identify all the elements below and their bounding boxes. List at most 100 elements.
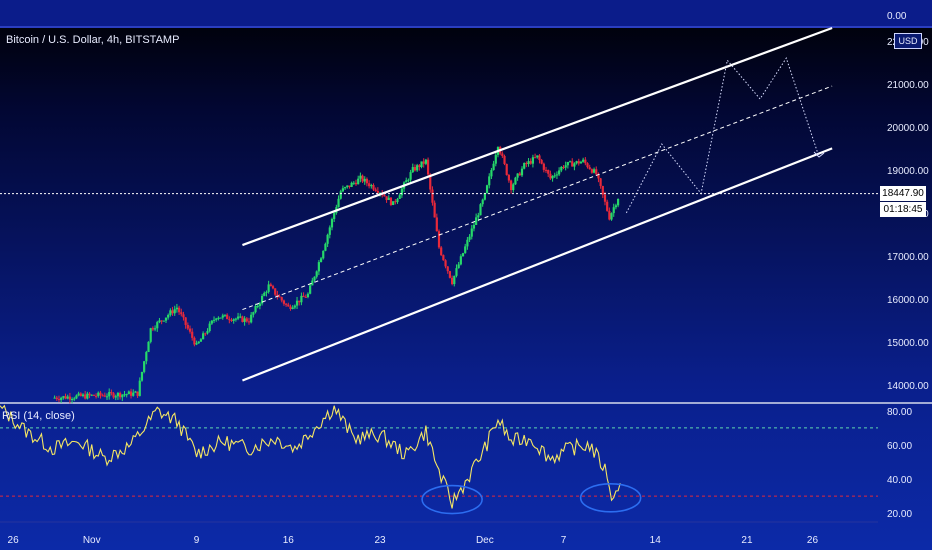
candle-body [191, 331, 194, 338]
candle-body [494, 154, 497, 164]
candle-body [405, 180, 408, 183]
candle-body [204, 333, 207, 335]
candle-body [350, 182, 353, 187]
candle-body [472, 224, 476, 229]
candle-body [206, 331, 209, 334]
candle-body [453, 275, 456, 285]
price-tick-label: 19000.00 [887, 166, 929, 177]
candle-body [468, 236, 471, 240]
candle-body [119, 392, 122, 398]
candle-body [306, 293, 310, 298]
x-tick-label: Dec [476, 535, 494, 546]
candle-body [304, 296, 307, 298]
channel-mid-line [242, 85, 833, 311]
candle-body [160, 320, 163, 322]
oversold-highlight-ellipse [579, 483, 642, 513]
candle-body [108, 392, 111, 397]
candle-body [586, 163, 589, 168]
candle-body [322, 250, 325, 259]
candle-body [195, 343, 198, 345]
candle-body [459, 256, 462, 265]
candle-body [514, 177, 517, 185]
candle-body [186, 324, 189, 329]
price-tick-label: 15000.00 [887, 338, 929, 349]
rsi-label: RSI (14, close) [2, 410, 75, 422]
candle-body [588, 167, 591, 170]
currency-button[interactable]: USD [894, 33, 922, 49]
candle-body [184, 317, 187, 325]
candle-body [614, 205, 618, 208]
candle-body [208, 323, 211, 332]
candle-body [582, 159, 585, 162]
candle-body [245, 318, 248, 322]
candle-body [258, 303, 262, 307]
candle-body [536, 155, 539, 158]
candle-body [105, 396, 109, 398]
candle-body [177, 307, 181, 313]
candle-body [610, 213, 613, 220]
candle-body [579, 161, 583, 164]
candle-body [182, 314, 185, 318]
candle-body [145, 352, 148, 362]
candle-body [348, 185, 351, 187]
candle-body [149, 328, 152, 342]
candle-body [212, 319, 216, 321]
candle-body [365, 178, 369, 184]
candle-body [75, 395, 78, 399]
price-tick-label: 17000.00 [887, 252, 929, 263]
candle-body [485, 185, 489, 194]
candle-body [490, 170, 493, 177]
candle-body [169, 310, 172, 315]
x-tick-label: 16 [283, 535, 295, 546]
candle-body [173, 309, 176, 314]
candle-body [359, 175, 362, 179]
candle-body [616, 198, 620, 206]
candle-body [422, 161, 425, 164]
candle-body [260, 295, 264, 304]
candle-body [175, 307, 179, 310]
x-tick-label: 14 [650, 535, 662, 546]
candle-body [400, 188, 403, 196]
candle-body [55, 397, 58, 400]
candle-body [265, 291, 268, 293]
candle-body [608, 210, 611, 220]
candle-body [125, 394, 128, 396]
top-axis-label: 0.00 [887, 11, 907, 22]
candle-body [542, 163, 545, 170]
candle-body [68, 396, 71, 400]
candle-body [127, 391, 130, 395]
candle-body [66, 396, 69, 399]
projection-arrowhead [813, 151, 825, 158]
candle-body [199, 339, 203, 342]
candle-body [103, 395, 106, 397]
candle-body [164, 317, 168, 321]
candle-body [256, 306, 259, 308]
candle-body [171, 310, 174, 314]
candle-body [232, 319, 235, 321]
candle-body [573, 163, 576, 167]
candle-body [368, 183, 371, 187]
candle-body [324, 243, 327, 251]
candle-body [217, 317, 220, 319]
candle-body [492, 163, 495, 171]
candle-body [92, 394, 96, 396]
candle-body [230, 319, 233, 321]
candle-body [278, 296, 281, 298]
candle-body [121, 394, 124, 398]
candle-body [512, 184, 515, 191]
candle-body [590, 169, 593, 173]
candle-body [383, 195, 386, 197]
candle-body [509, 180, 513, 191]
candle-body [339, 191, 342, 199]
candle-body [411, 167, 414, 173]
candle-body [420, 161, 423, 168]
candle-body [269, 284, 272, 287]
candle-body [276, 294, 279, 297]
candle-body [457, 264, 460, 269]
candle-body [153, 328, 157, 330]
rsi-tick-label: 80.00 [887, 407, 912, 418]
candle-body [228, 319, 231, 321]
candle-body [612, 207, 615, 214]
